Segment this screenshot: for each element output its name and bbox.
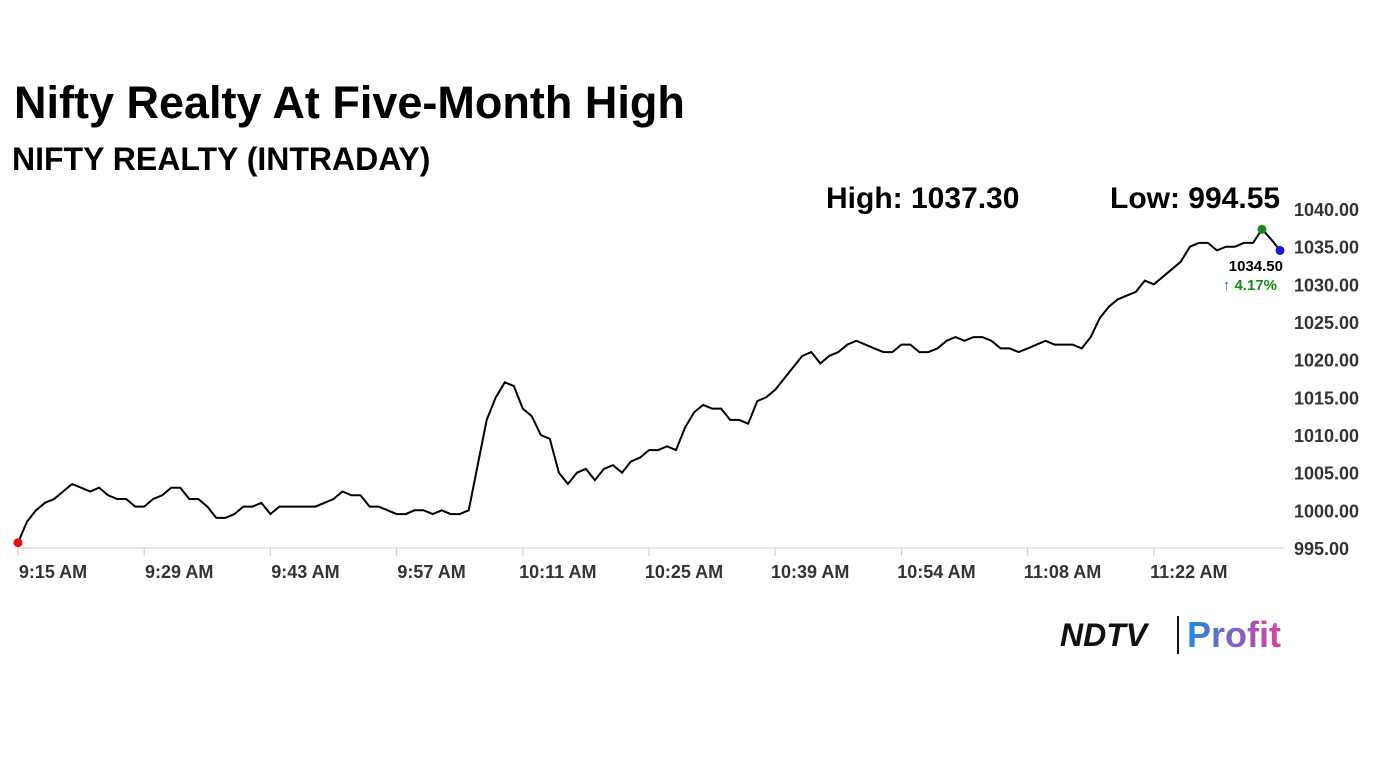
y-tick-label: 1000.00 (1294, 501, 1359, 521)
y-tick-label: 1005.00 (1294, 464, 1359, 484)
x-tick-label: 9:43 AM (271, 562, 339, 582)
x-tick-label: 9:29 AM (145, 562, 213, 582)
x-tick-label: 9:57 AM (397, 562, 465, 582)
chart-title: Nifty Realty At Five-Month High (14, 77, 685, 128)
x-tick-label: 9:15 AM (19, 562, 87, 582)
y-tick-label: 1030.00 (1294, 275, 1359, 295)
last-point (1275, 245, 1285, 255)
logo-brand: NDTV (1060, 617, 1150, 653)
last-value-label: 1034.50 (1229, 258, 1283, 275)
x-tick-label: 10:11 AM (519, 562, 596, 582)
y-tick-label: 1025.00 (1294, 313, 1359, 333)
y-tick-label: 995.00 (1294, 539, 1349, 559)
high-label: High: 1037.30 (826, 182, 1019, 215)
first-point (13, 538, 23, 548)
x-tick-label: 10:25 AM (645, 562, 723, 582)
x-tick-label: 10:54 AM (897, 562, 975, 582)
price-line (17, 227, 1281, 544)
low-label: Low: 994.55 (1110, 182, 1280, 215)
chart-subtitle: NIFTY REALTY (INTRADAY) (12, 141, 430, 177)
y-tick-label: 1010.00 (1294, 426, 1359, 446)
y-tick-label: 1035.00 (1294, 238, 1359, 258)
y-tick-label: 1040.00 (1294, 200, 1359, 220)
y-tick-label: 1015.00 (1294, 388, 1359, 408)
high-point (1257, 224, 1267, 234)
x-tick-label: 10:39 AM (771, 562, 849, 582)
x-tick-label: 11:22 AM (1150, 562, 1227, 582)
change-label: ↑ 4.17% (1223, 277, 1277, 294)
x-tick-label: 11:08 AM (1024, 562, 1101, 582)
y-tick-label: 1020.00 (1294, 351, 1359, 371)
logo-product: Profit (1187, 614, 1281, 655)
